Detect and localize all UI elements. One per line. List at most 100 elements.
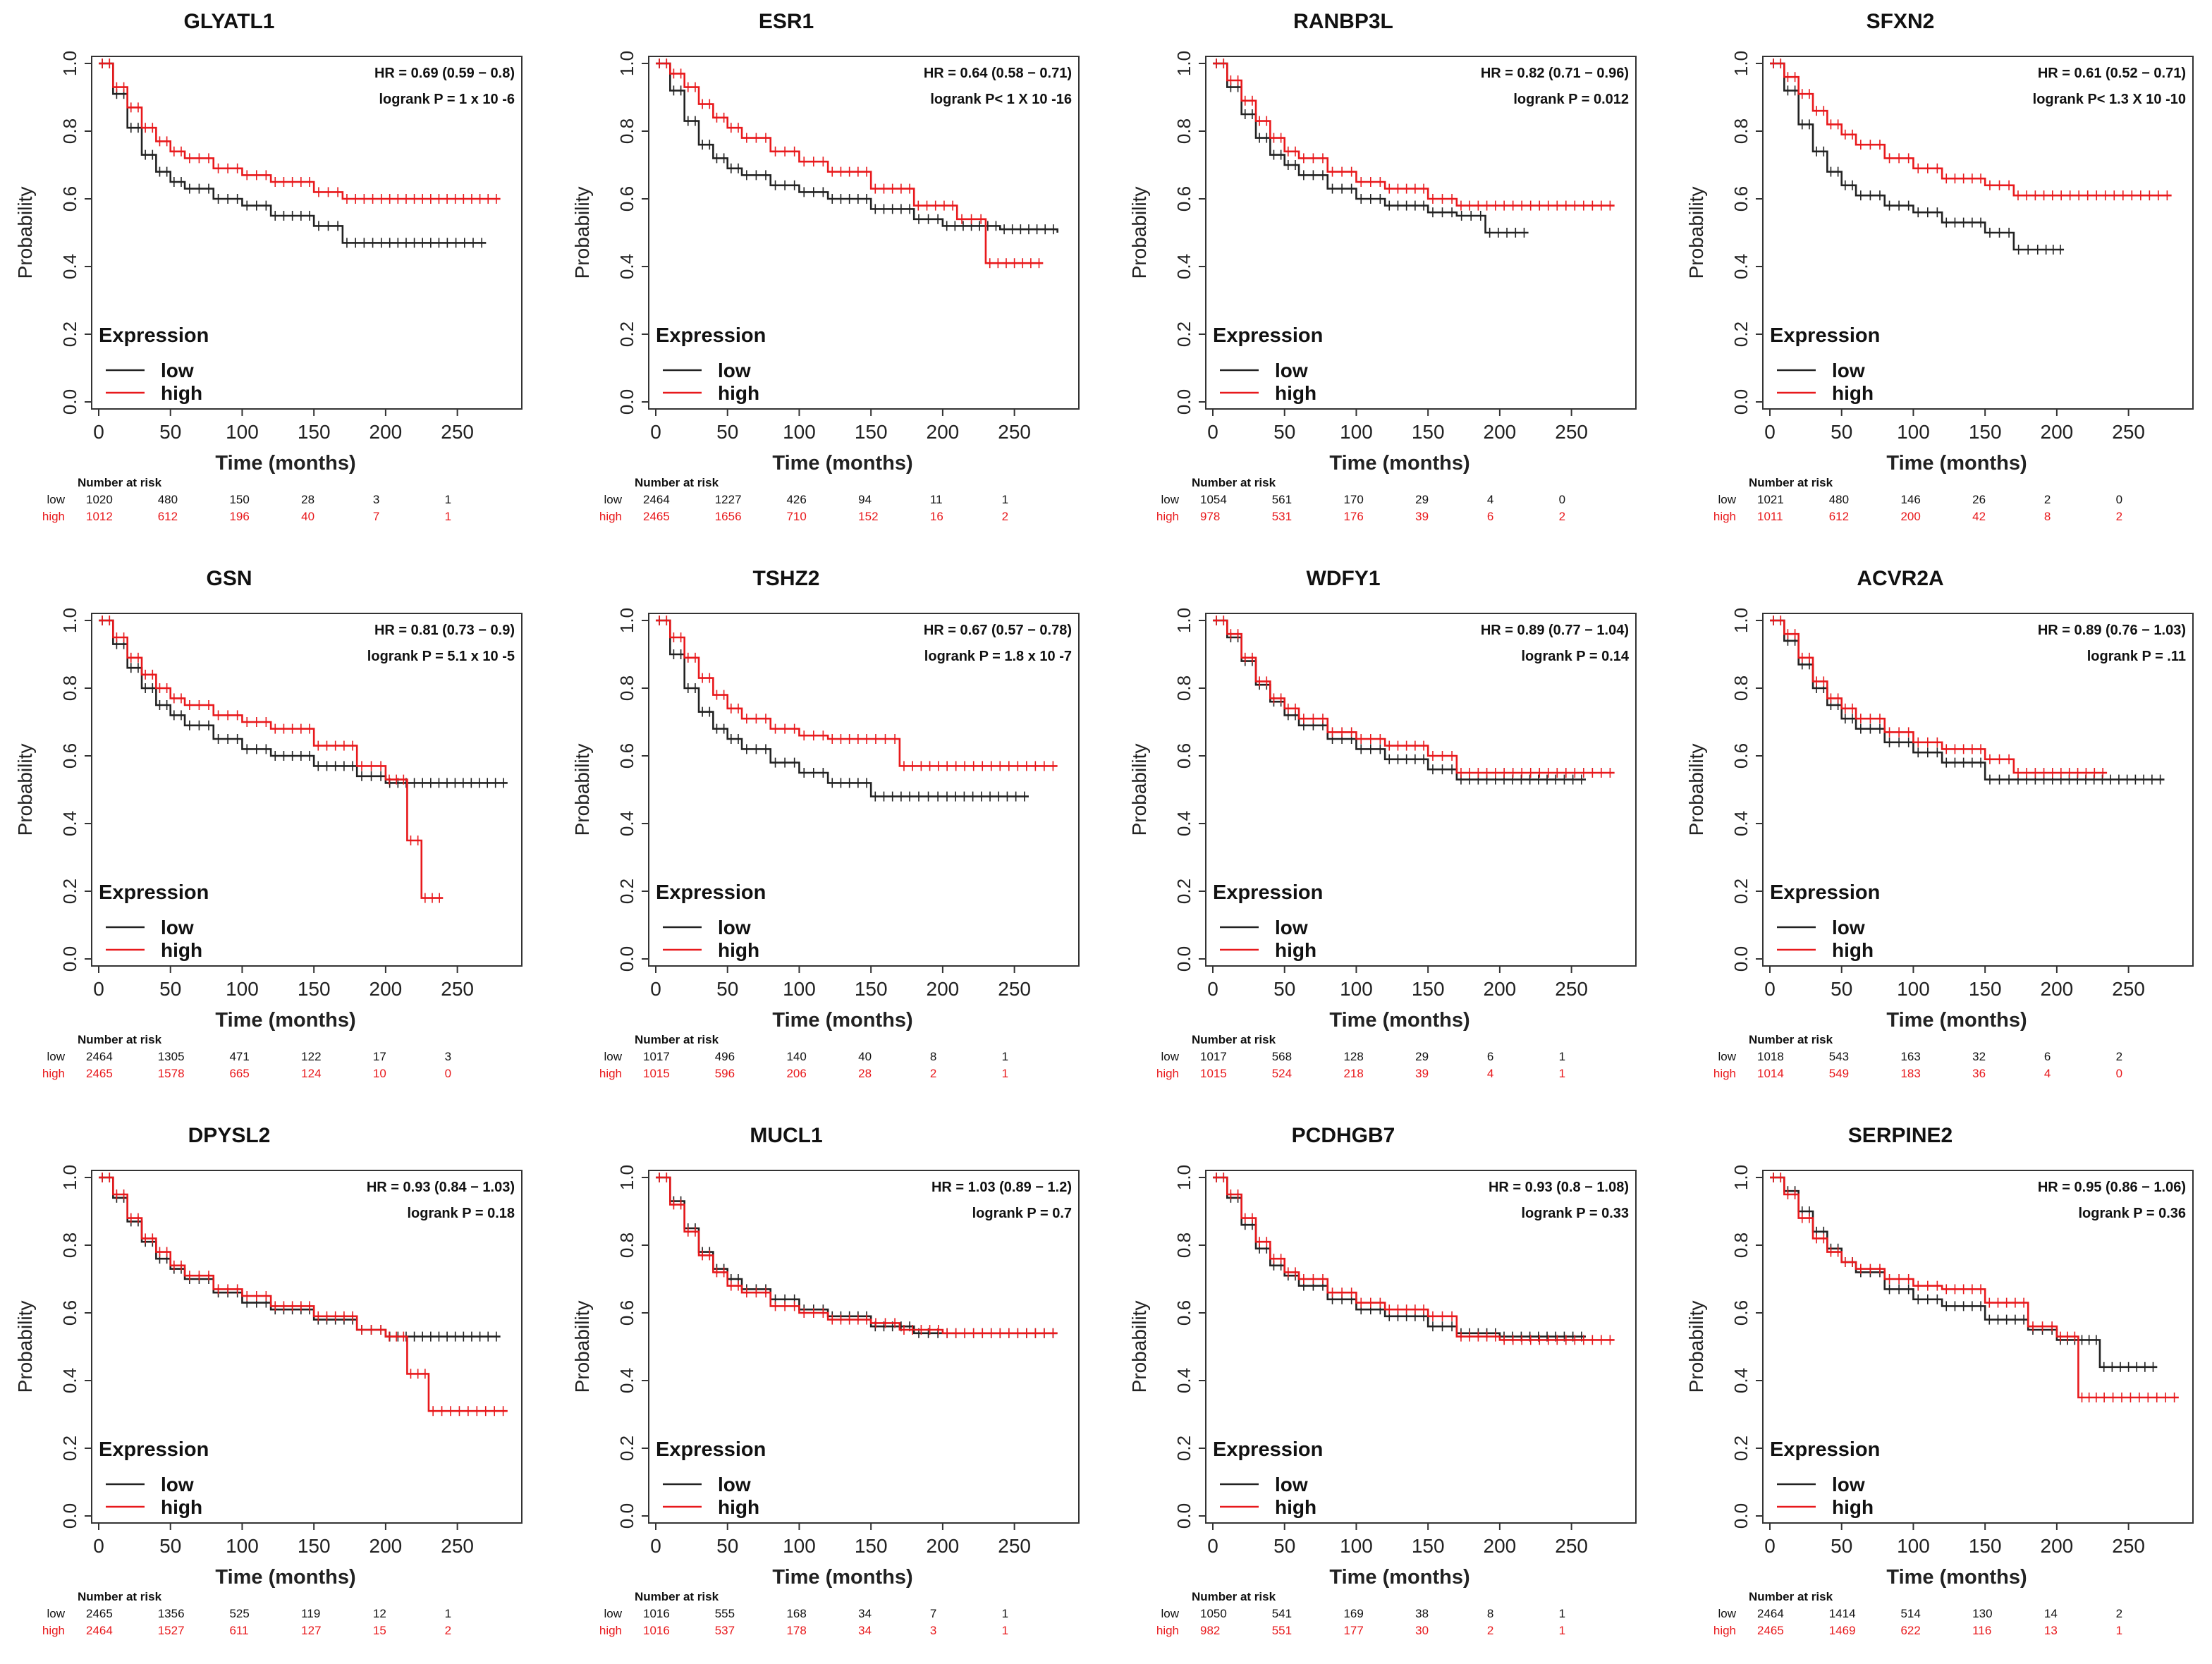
x-tick-label: 50 — [1273, 421, 1295, 443]
risk-count-low: 1 — [445, 1607, 451, 1620]
y-tick-label: 0.4 — [59, 811, 80, 836]
plot-frame — [1762, 1170, 2194, 1524]
risk-count-high: 1014 — [1757, 1067, 1784, 1080]
risk-count-low: 11 — [930, 493, 943, 506]
x-tick-label: 200 — [927, 978, 960, 1000]
risk-count-high: 612 — [1829, 510, 1849, 523]
y-tick-label: 0.0 — [1173, 389, 1194, 415]
risk-row-label-high: high — [1713, 510, 1736, 523]
risk-count-low: 6 — [1487, 1050, 1493, 1063]
legend-title: Expression — [1213, 1438, 1323, 1461]
risk-count-high: 1 — [1002, 1624, 1008, 1637]
panel-title: MUCL1 — [750, 1124, 822, 1147]
risk-count-high: 178 — [786, 1624, 806, 1637]
risk-count-high: 1578 — [158, 1067, 185, 1080]
risk-count-low: 561 — [1272, 493, 1292, 506]
risk-count-low: 1 — [1002, 1050, 1008, 1063]
survival-curve-low — [656, 1176, 1058, 1335]
logrank-p-text: logrank P = 0.36 — [2079, 1206, 2187, 1221]
risk-table-title: Number at risk — [635, 1033, 719, 1046]
risk-count-low: 1 — [1559, 1607, 1565, 1620]
plot-frame — [91, 1170, 523, 1524]
risk-count-high: 612 — [158, 510, 178, 523]
risk-count-low: 1017 — [1200, 1050, 1227, 1063]
risk-count-high: 39 — [1415, 1067, 1429, 1080]
risk-count-low: 12 — [373, 1607, 386, 1620]
y-tick-label: 0.8 — [59, 118, 80, 144]
legend-label-high: high — [161, 939, 202, 961]
hazard-ratio-text: HR = 0.61 (0.52 − 0.71) — [2038, 66, 2186, 81]
risk-count-low: 1 — [445, 493, 451, 506]
risk-count-high: 30 — [1415, 1624, 1429, 1637]
risk-row-label-low: low — [1718, 1050, 1736, 1063]
risk-table-title: Number at risk — [78, 1590, 162, 1603]
risk-count-low: 32 — [1972, 1050, 1986, 1063]
km-panel-pcdhgb7: PCDHGB7 0.0 0.2 0.4 0.6 0.8 1.0 Probability 0 50 1… — [1128, 1124, 1637, 1637]
risk-count-low: 1017 — [643, 1050, 670, 1063]
panel-title: WDFY1 — [1307, 567, 1381, 590]
x-axis-label: Time (months) — [215, 452, 355, 475]
risk-count-low: 3 — [373, 493, 379, 506]
legend-title: Expression — [1213, 324, 1323, 347]
x-tick-label: 250 — [998, 1535, 1031, 1557]
x-tick-label: 50 — [159, 421, 181, 443]
risk-count-high: 4 — [2044, 1067, 2051, 1080]
hazard-ratio-text: HR = 0.89 (0.77 − 1.04) — [1481, 623, 1629, 638]
legend-title: Expression — [1770, 1438, 1880, 1461]
risk-count-low: 4 — [1487, 493, 1493, 506]
risk-count-high: 7 — [373, 510, 379, 523]
risk-row-label-high: high — [42, 510, 65, 523]
hazard-ratio-text: HR = 0.93 (0.84 − 1.03) — [367, 1180, 515, 1195]
risk-count-low: 170 — [1343, 493, 1363, 506]
risk-count-high: 196 — [229, 510, 249, 523]
x-axis-label: Time (months) — [1329, 452, 1469, 475]
risk-row-label-low: low — [1161, 1050, 1179, 1063]
plot-frame — [648, 1170, 1080, 1524]
x-tick-label: 200 — [369, 1535, 403, 1557]
risk-count-low: 0 — [2116, 493, 2122, 506]
y-tick-label: 0.8 — [59, 1232, 80, 1258]
x-tick-label: 150 — [1969, 421, 2002, 443]
x-tick-label: 200 — [2041, 421, 2074, 443]
risk-count-high: 116 — [1972, 1624, 1991, 1637]
y-axis-label: Probability — [1685, 744, 1707, 836]
x-tick-label: 0 — [93, 978, 104, 1000]
risk-count-low: 543 — [1829, 1050, 1849, 1063]
logrank-p-text: logrank P = .11 — [2087, 649, 2186, 664]
risk-count-high: 15 — [373, 1624, 386, 1637]
y-axis-label: Probability — [1128, 1301, 1150, 1393]
risk-count-low: 1 — [1002, 1607, 1008, 1620]
survival-curve-high — [1770, 62, 2172, 197]
y-tick-label: 1.0 — [1730, 608, 1752, 633]
risk-table-title: Number at risk — [78, 476, 162, 489]
panel-title: RANBP3L — [1293, 10, 1393, 33]
x-tick-label: 100 — [1340, 978, 1373, 1000]
y-tick-label: 0.0 — [1730, 946, 1752, 972]
legend-title: Expression — [656, 1438, 766, 1461]
risk-count-high: 2 — [445, 1624, 451, 1637]
x-axis-label: Time (months) — [772, 1009, 912, 1032]
risk-count-low: 1 — [1002, 493, 1008, 506]
survival-curve-high — [656, 619, 1058, 767]
y-tick-label: 0.8 — [1173, 675, 1194, 701]
risk-count-low: 1227 — [715, 493, 742, 506]
logrank-p-text: logrank P = 1.8 x 10 -7 — [924, 649, 1072, 664]
y-tick-label: 1.0 — [616, 608, 637, 633]
x-tick-label: 250 — [441, 421, 474, 443]
x-tick-label: 200 — [927, 421, 960, 443]
survival-curve-low — [656, 62, 1058, 233]
risk-table-title: Number at risk — [635, 1590, 719, 1603]
risk-count-low: 525 — [229, 1607, 249, 1620]
y-tick-label: 0.0 — [59, 946, 80, 972]
legend-label-low: low — [161, 917, 194, 938]
hazard-ratio-text: HR = 0.69 (0.59 − 0.8) — [374, 66, 515, 81]
legend-label-low: low — [1832, 360, 1865, 381]
risk-count-low: 2 — [2116, 1050, 2122, 1063]
plot-frame — [1762, 613, 2194, 967]
risk-count-low: 2464 — [643, 493, 670, 506]
x-axis-label: Time (months) — [1329, 1566, 1469, 1589]
logrank-p-text: logrank P< 1 X 10 -16 — [930, 92, 1072, 107]
y-axis-label: Probability — [14, 744, 36, 836]
y-tick-label: 0.8 — [1173, 118, 1194, 144]
risk-count-low: 1018 — [1757, 1050, 1784, 1063]
